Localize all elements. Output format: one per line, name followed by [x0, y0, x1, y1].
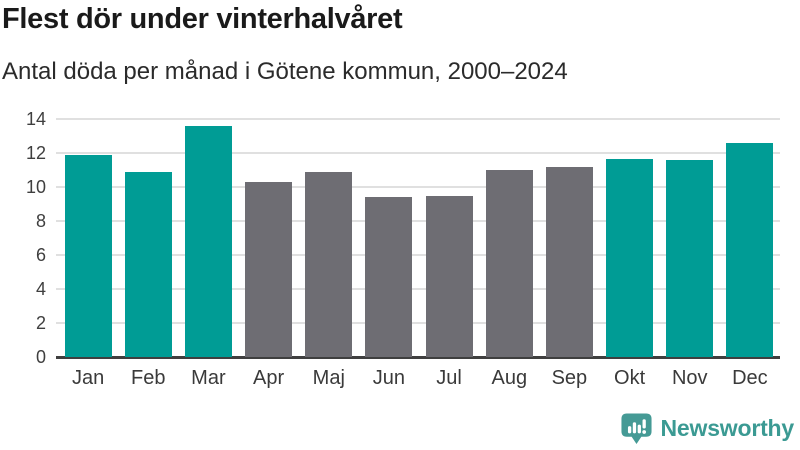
x-tick-label-apr: Apr — [253, 367, 285, 389]
bar-jun — [365, 197, 413, 357]
y-tick-label: 2 — [35, 313, 46, 333]
x-tick-label-mar: Mar — [191, 367, 226, 389]
y-tick-label: 14 — [25, 109, 46, 129]
bar-maj — [305, 171, 353, 357]
y-tick-label: 10 — [25, 177, 46, 197]
bar-nov — [666, 159, 714, 357]
gridline-y-6 — [56, 254, 780, 256]
y-tick-label: 4 — [35, 279, 46, 299]
x-tick-label-maj: Maj — [312, 367, 345, 389]
gridline-y-4 — [56, 288, 780, 290]
newsworthy-logo[interactable]: Newsworthy — [620, 412, 794, 445]
gridline-y-12 — [56, 152, 780, 154]
bar-mar — [184, 125, 232, 357]
bar-chart-speech-bubble-icon — [620, 413, 652, 445]
x-axis-line — [56, 355, 780, 359]
x-tick-label-sep: Sep — [551, 367, 588, 389]
x-tick-label-aug: Aug — [491, 367, 528, 389]
gridline-y-2 — [56, 322, 780, 324]
brand-name: Newsworthy — [660, 415, 795, 441]
bar-aug — [485, 170, 533, 357]
bar-jan — [64, 154, 112, 357]
x-tick-label-nov: Nov — [671, 367, 708, 389]
y-tick-label: 0 — [35, 347, 46, 367]
x-tick-label-jul: Jul — [436, 367, 462, 389]
gridline-y-14 — [56, 118, 780, 120]
bar-apr — [245, 181, 293, 357]
bar-jul — [425, 195, 473, 357]
bar-sep — [545, 166, 593, 357]
y-tick-label: 6 — [35, 245, 46, 265]
bar-okt — [606, 158, 654, 357]
x-tick-label-okt: Okt — [614, 367, 646, 389]
chart-title: Flest dör under vinterhalvåret — [2, 3, 403, 35]
x-tick-label-feb: Feb — [131, 367, 166, 389]
y-tick-label: 8 — [35, 211, 46, 231]
gridline-y-10 — [56, 186, 780, 188]
gridline-y-8 — [56, 220, 780, 222]
bar-feb — [124, 171, 172, 357]
chart-subtitle: Antal döda per månad i Götene kommun, 20… — [2, 58, 568, 85]
x-tick-label-jun: Jun — [372, 367, 406, 389]
bar-dec — [726, 142, 774, 357]
y-tick-label: 12 — [25, 143, 46, 163]
x-tick-label-jan: Jan — [71, 367, 105, 389]
x-tick-label-dec: Dec — [732, 367, 768, 389]
